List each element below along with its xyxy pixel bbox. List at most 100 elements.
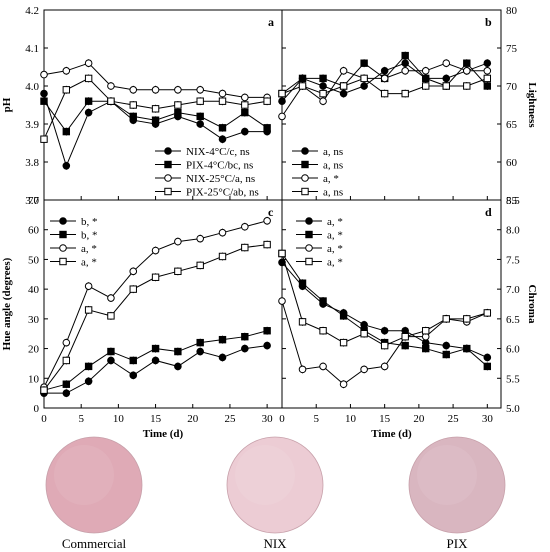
panel-a-series-1-point bbox=[196, 112, 204, 121]
panel-c-xtick-label: 20 bbox=[187, 413, 199, 425]
panel-b-ytick-label: 80 bbox=[506, 5, 518, 17]
panel-d-ytick-label: 8.5 bbox=[506, 195, 520, 207]
panel-b-series-1-point bbox=[298, 74, 307, 83]
panel-d-ylabel: Chroma bbox=[526, 285, 538, 324]
panel-c-series-3-point bbox=[218, 252, 227, 261]
panel-c-series-1-point bbox=[196, 338, 204, 347]
panel-c-series-0-point bbox=[151, 356, 160, 365]
panel-d-legend-marker bbox=[305, 217, 313, 225]
panel-a-series-2-point bbox=[62, 67, 71, 75]
panel-c-letter: c bbox=[268, 205, 274, 219]
panel-c-series-3-point bbox=[263, 240, 271, 249]
panel-b-series-3-point bbox=[401, 89, 409, 98]
panel-b-series-3-point bbox=[278, 89, 286, 98]
panel-a-series-2-point bbox=[151, 86, 160, 94]
panel-c-series-3-point bbox=[107, 312, 115, 320]
panel-b-series-1-point bbox=[483, 82, 492, 90]
panel-d-xtick-label: 0 bbox=[279, 413, 285, 425]
panel-b-series-0-point bbox=[278, 97, 286, 105]
panel-d-legend-marker bbox=[305, 244, 313, 252]
panel-a-series-1-point bbox=[263, 124, 271, 132]
panel-d-series-1-point bbox=[298, 279, 307, 287]
panel-d-series-1-point bbox=[339, 312, 348, 320]
panel-b-legend-label: a, * bbox=[323, 173, 339, 185]
panel-b-legend-label: a, ns bbox=[323, 187, 343, 199]
panel-c-legend-label: a, * bbox=[81, 257, 97, 269]
panel-a-series-2-point bbox=[196, 86, 204, 94]
panel-b-series-3-point bbox=[298, 82, 307, 90]
panel-c-series-3-point bbox=[84, 306, 93, 314]
panel-b-legend-label: a, ns bbox=[323, 160, 343, 172]
panel-c-legend-label: a, * bbox=[81, 243, 97, 255]
panel-d-ytick-label: 6.5 bbox=[506, 314, 520, 326]
panel-d-letter: d bbox=[485, 205, 492, 219]
panel-c-series-1-point bbox=[84, 362, 93, 371]
panel-b-series-2-point bbox=[339, 67, 348, 75]
photo-highlight bbox=[235, 445, 295, 505]
panel-d-series-1-point bbox=[401, 341, 409, 350]
panel-b-legend-marker bbox=[301, 174, 309, 182]
panel-b-series-2-point bbox=[442, 59, 451, 68]
panel-c-series-3-line bbox=[43, 244, 268, 391]
panel-b-series-3-point bbox=[422, 82, 430, 90]
panel-b-series-0-point bbox=[360, 82, 368, 90]
photo-highlight bbox=[417, 445, 477, 505]
panel-b-series-2-point bbox=[462, 67, 471, 75]
panel-c-series-2-point bbox=[218, 228, 227, 237]
panel-d-series-1-point bbox=[422, 344, 430, 353]
panel-c-series-3-point bbox=[40, 386, 48, 394]
panel-d-legend-marker bbox=[305, 230, 313, 239]
panel-d-xlabel: Time (d) bbox=[371, 428, 412, 440]
panel-a-letter: a bbox=[268, 15, 274, 29]
panel-d-xtick-label: 15 bbox=[379, 413, 391, 425]
panel-a-series-2-point bbox=[84, 59, 93, 68]
panel-b-series-1-point bbox=[401, 51, 409, 60]
panel-c-series-0-point bbox=[129, 371, 138, 380]
panel-d-legend-label: a, * bbox=[327, 230, 343, 242]
panel-b-ytick-label: 60 bbox=[506, 157, 518, 169]
panel-c-ytick-label: 60 bbox=[28, 225, 40, 237]
panel-c-series-2-point bbox=[196, 234, 204, 243]
panel-d-series-1-point bbox=[319, 297, 327, 305]
panel-c-series-2-point bbox=[62, 338, 71, 347]
panel-b-ytick-label: 70 bbox=[506, 81, 518, 93]
panel-d-ytick-label: 6.0 bbox=[506, 344, 520, 356]
panel-b-series-3-point bbox=[442, 82, 450, 90]
panel-b-series-0-point bbox=[483, 59, 492, 68]
panel-a-series-3-point bbox=[151, 105, 160, 113]
panel-a-series-3-point bbox=[263, 97, 271, 105]
panel-a-series-1-point bbox=[174, 108, 182, 117]
panel-b-ytick-label: 75 bbox=[506, 43, 518, 55]
panel-d-series-3-point bbox=[319, 327, 327, 335]
panel-d-frame bbox=[281, 199, 502, 409]
panel-a-ytick-label: 4.1 bbox=[25, 43, 39, 55]
panel-a-series-1-point bbox=[40, 97, 48, 105]
panel-c-series-0-point bbox=[174, 362, 182, 371]
panel-d-xtick-label: 30 bbox=[482, 413, 494, 425]
panel-a-series-2-point bbox=[129, 86, 138, 94]
photo-commercial: Commercial bbox=[45, 436, 143, 551]
panel-a-series-1-point bbox=[84, 97, 93, 105]
panel-d-legend-marker bbox=[305, 257, 313, 266]
panel-c-xtick-label: 10 bbox=[113, 413, 125, 425]
panel-c-legend-label: b, * bbox=[81, 230, 98, 242]
panel-c-ytick-label: 10 bbox=[28, 373, 40, 385]
panel-a-series-0-point bbox=[218, 135, 227, 143]
panel-b-series-2-point bbox=[483, 67, 492, 75]
panel-b-frame bbox=[281, 9, 502, 201]
panel-d-ytick-label: 7.5 bbox=[506, 254, 520, 266]
panel-d-ytick-label: 8.0 bbox=[506, 225, 520, 237]
panel-a-legend-marker bbox=[164, 160, 172, 169]
panel-a-series-0-point bbox=[62, 162, 71, 170]
panel-c-ytick-label: 40 bbox=[28, 284, 40, 296]
panel-d-series-3-point bbox=[422, 327, 430, 335]
panel-c-ytick-label: 30 bbox=[28, 314, 40, 326]
panel-c-series-1-point bbox=[218, 335, 227, 344]
photo-disc bbox=[226, 436, 324, 534]
panel-c-legend-marker bbox=[59, 230, 67, 239]
panel-d-ytick-label: 5.0 bbox=[506, 403, 520, 415]
panel-d-series-2-point bbox=[278, 297, 286, 305]
panel-b-series-3-point bbox=[463, 82, 471, 90]
panel-a-series-1-point bbox=[218, 124, 227, 132]
panel-c-legend-marker bbox=[59, 217, 67, 225]
